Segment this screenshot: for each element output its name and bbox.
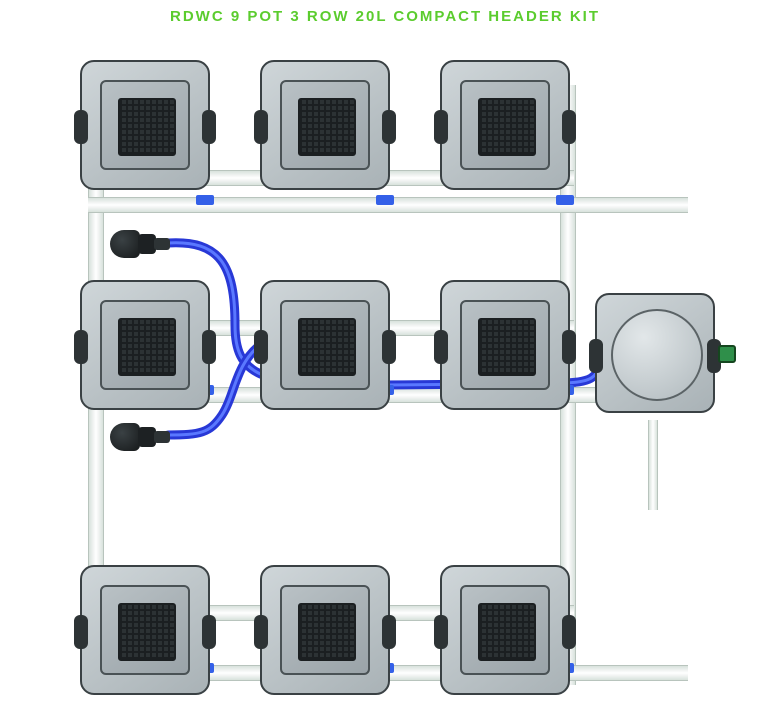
diagram-title: RDWC 9 POT 3 ROW 20L COMPACT HEADER KIT bbox=[0, 0, 770, 25]
header-valve bbox=[718, 345, 736, 363]
pot-7 bbox=[80, 565, 210, 695]
pipe-header-drain bbox=[648, 420, 658, 510]
pump-top bbox=[110, 230, 170, 258]
pot-4 bbox=[80, 280, 210, 410]
pot-8 bbox=[260, 565, 390, 695]
pot-1 bbox=[80, 60, 210, 190]
header-tank bbox=[595, 293, 715, 413]
tube-clip bbox=[556, 195, 574, 205]
pot-3 bbox=[440, 60, 570, 190]
pot-9 bbox=[440, 565, 570, 695]
tube-clip bbox=[196, 195, 214, 205]
tube-clip bbox=[376, 195, 394, 205]
pot-5 bbox=[260, 280, 390, 410]
pot-6 bbox=[440, 280, 570, 410]
pot-2 bbox=[260, 60, 390, 190]
pump-bottom bbox=[110, 423, 170, 451]
diagram-canvas bbox=[0, 25, 770, 705]
